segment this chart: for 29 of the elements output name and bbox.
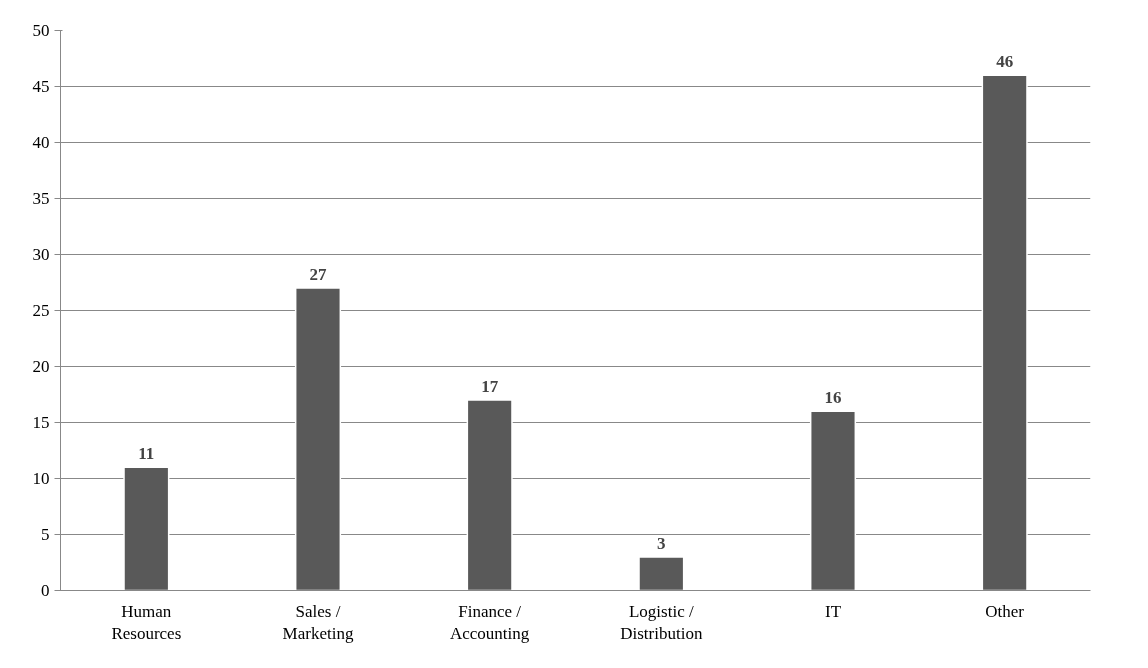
data-label: 3 [657, 533, 666, 553]
x-tick-label: Other [985, 601, 1025, 621]
y-tick-label: 10 [32, 469, 50, 488]
x-tick-label: Human Resources [111, 601, 182, 644]
y-tick-label: 50 [32, 21, 50, 40]
y-tick-label: 40 [32, 133, 50, 152]
x-tick-label: Finance / Accounting [450, 601, 530, 644]
y-tick-label: 45 [32, 77, 50, 96]
y-tick-label: 30 [32, 245, 50, 264]
x-tick-label: Logistic / Distribution [620, 601, 703, 644]
y-tick-label: 20 [32, 357, 50, 376]
bar [809, 410, 857, 591]
data-label: 17 [481, 377, 499, 397]
data-label: 46 [996, 52, 1014, 72]
y-tick-label: 25 [32, 301, 50, 320]
data-label: 16 [824, 388, 842, 408]
y-tick-label: 35 [32, 189, 50, 208]
y-tick-label: 0 [41, 581, 50, 600]
bar [981, 74, 1028, 591]
x-tick-label: IT [824, 601, 842, 621]
y-tick-label: 5 [41, 525, 50, 544]
bar [638, 556, 685, 591]
bar [294, 287, 342, 591]
bar [123, 466, 170, 591]
data-label: 27 [309, 265, 327, 285]
y-tick-label: 15 [32, 413, 50, 432]
x-tick-label: Sales / Marketing [282, 601, 354, 644]
data-label: 11 [138, 444, 155, 464]
bar [466, 399, 513, 591]
